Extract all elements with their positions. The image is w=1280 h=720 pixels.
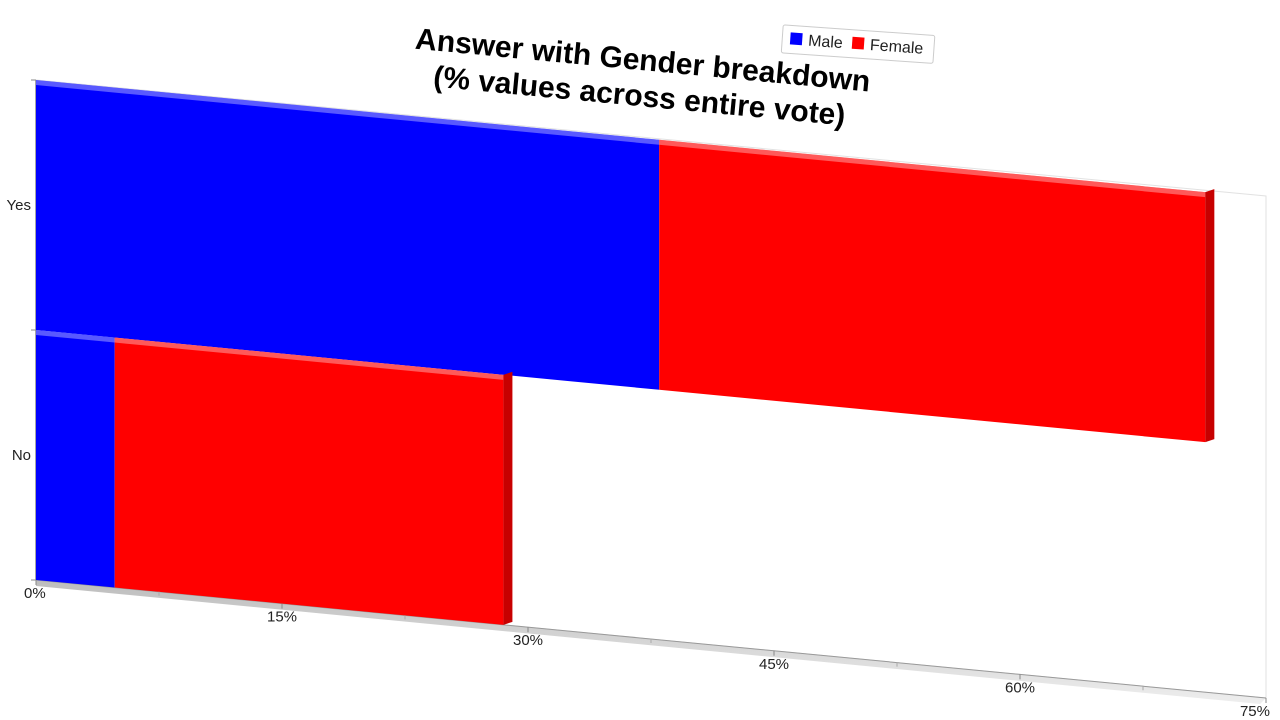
bar-top-highlight <box>36 80 660 145</box>
x-tick-label: 75% <box>1240 703 1270 720</box>
bar-no-female <box>114 337 504 625</box>
bar-end-shade <box>1205 189 1215 443</box>
x-tick-label: 15% <box>267 609 297 626</box>
bar-end-face <box>503 371 513 625</box>
bar-top-highlight <box>36 330 115 343</box>
legend: Male Female <box>780 24 936 64</box>
x-ticks-layer: 0% 15% 30% 45% 60% 75% <box>24 580 1270 720</box>
legend-label-female: Female <box>869 37 924 58</box>
bar-top-highlight <box>114 337 504 380</box>
x-tick-label: 45% <box>759 656 789 673</box>
x-tick-label: 30% <box>513 632 543 649</box>
bar-no-male <box>36 330 115 588</box>
bar-end-face <box>1205 189 1215 443</box>
category-label-yes: Yes <box>7 197 31 214</box>
bars-layer <box>36 80 1215 625</box>
bar-yes-female <box>659 139 1206 443</box>
x-tick-label: 60% <box>1005 679 1035 696</box>
bar-top-highlight <box>659 139 1206 198</box>
category-labels-layer: Yes No <box>7 197 31 464</box>
x-tick-label: 0% <box>24 585 46 602</box>
legend-label-male: Male <box>808 33 844 52</box>
legend-swatch-male <box>789 32 803 46</box>
bar-yes-male <box>36 80 660 390</box>
bar-end-shade <box>503 371 513 625</box>
category-label-no: No <box>12 447 31 464</box>
legend-swatch-female <box>851 36 865 50</box>
